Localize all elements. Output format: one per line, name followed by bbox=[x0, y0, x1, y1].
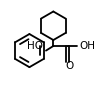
Text: HO: HO bbox=[27, 41, 43, 51]
Text: OH: OH bbox=[79, 41, 95, 51]
Text: O: O bbox=[65, 61, 74, 71]
